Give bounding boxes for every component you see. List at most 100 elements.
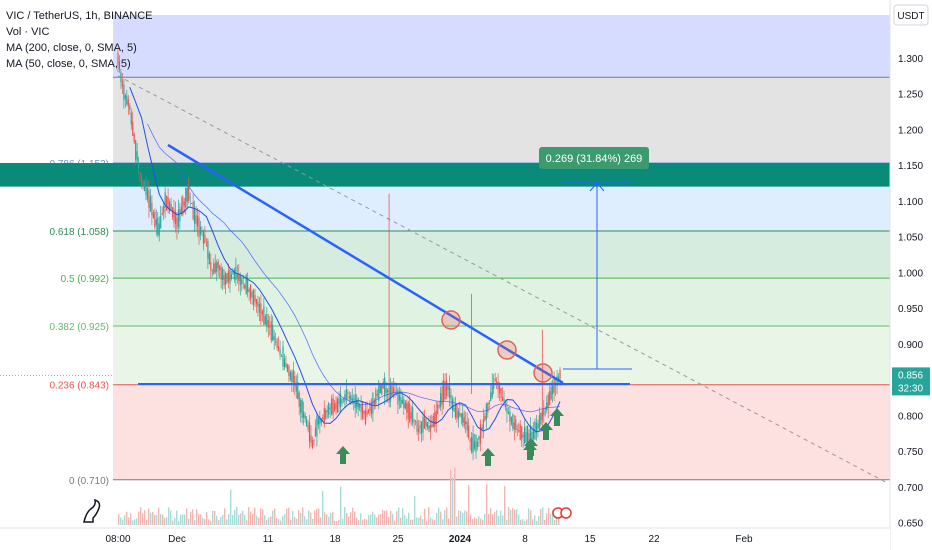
touch-circle[interactable] <box>497 340 517 360</box>
ma200-line[interactable] <box>147 123 561 413</box>
volume-bar <box>364 518 366 525</box>
candle-body <box>412 407 414 424</box>
volume-bar <box>210 520 212 525</box>
candle-body <box>329 407 331 410</box>
volume-bar <box>202 517 204 525</box>
candle-body <box>504 405 507 408</box>
candle-body <box>204 234 206 243</box>
touch-circle[interactable] <box>533 363 553 383</box>
volume-bar <box>268 517 270 525</box>
candle-body <box>524 427 526 444</box>
candle-body <box>440 393 442 408</box>
volume-bar <box>238 514 240 525</box>
candle-body <box>361 401 364 419</box>
volume-bar <box>264 515 266 525</box>
volume-bar <box>372 511 374 525</box>
candle-body <box>400 397 402 408</box>
price-tick-label: 1.300 <box>898 54 923 65</box>
volume-bar <box>256 515 258 525</box>
candle-body <box>503 398 505 402</box>
volume-bar <box>476 518 478 525</box>
current-price-tag[interactable] <box>892 367 930 396</box>
candle-body <box>471 437 473 453</box>
candle-body <box>526 425 529 445</box>
candle-body <box>250 284 252 299</box>
candle-body <box>491 383 493 398</box>
volume-bar <box>248 507 250 525</box>
candle-body <box>325 409 327 419</box>
candle-body <box>481 427 483 430</box>
volume-bar <box>340 486 342 525</box>
price-axis[interactable]: USDT 1.300 1.250 1.200 1.150 1.100 1.050 1.000 0… <box>889 0 932 550</box>
event-flag-icon[interactable] <box>560 507 572 519</box>
volume-bar <box>172 520 174 525</box>
volume-bar <box>510 509 512 525</box>
candle-body <box>151 202 153 216</box>
candle-body <box>553 378 555 393</box>
candle-body <box>285 362 287 368</box>
measure-label-box[interactable] <box>539 147 649 169</box>
measure-arrowhead <box>589 182 605 192</box>
candle-body <box>264 316 266 325</box>
volume-bar <box>548 508 550 525</box>
candle-body <box>136 151 138 162</box>
volume-bar <box>516 509 518 525</box>
candle-body <box>219 265 221 271</box>
candle-body <box>538 415 540 429</box>
touch-circle[interactable] <box>441 310 461 330</box>
descending-trendline[interactable] <box>167 143 564 385</box>
time-tick-label: 22 <box>648 534 660 545</box>
candle-body <box>428 425 430 429</box>
volume-indicator-label[interactable]: Vol · VIC <box>6 26 50 38</box>
candle-body <box>146 188 149 200</box>
volume-bar <box>398 507 400 525</box>
candle-body <box>196 215 199 227</box>
candle-body <box>117 53 119 66</box>
volume-bar <box>408 512 410 525</box>
volume-bar <box>530 510 532 525</box>
candle-body <box>223 274 225 285</box>
ma50-line[interactable] <box>129 87 561 433</box>
time-tick-label: Feb <box>735 534 753 545</box>
ma50-indicator-label[interactable]: MA (50, close, 0, SMA, 5) <box>6 58 131 70</box>
currency-button[interactable] <box>893 4 929 26</box>
candle-body <box>507 411 510 414</box>
volume-bar <box>346 513 348 525</box>
volume-bar <box>290 519 292 525</box>
candles-layer <box>117 49 561 460</box>
volume-bar <box>280 520 282 525</box>
fib-zone <box>113 230 890 279</box>
ma200-indicator-label[interactable]: MA (200, close, 0, SMA, 5) <box>6 42 137 54</box>
volume-bar <box>148 508 150 525</box>
candle-body <box>168 201 171 212</box>
volume-bar <box>224 508 226 525</box>
candle-body <box>339 393 342 408</box>
time-axis[interactable]: 08:00 Dec 11 18 25 2024 8 15 22 Feb <box>0 527 890 550</box>
volume-bar <box>366 519 368 525</box>
symbol-title[interactable]: VIC / TetherUS, 1h, BINANCE <box>6 10 153 22</box>
candle-body <box>519 424 521 440</box>
candle-body <box>280 356 283 357</box>
volume-bar <box>412 519 414 525</box>
candle-body <box>227 271 230 283</box>
candle-body <box>303 411 305 418</box>
candle-body <box>248 289 250 293</box>
volume-bar <box>392 514 394 525</box>
volume-bar <box>336 520 338 525</box>
volume-bar <box>204 519 206 525</box>
candle-body <box>244 284 246 289</box>
candle-body <box>311 440 314 449</box>
candle-body <box>166 195 168 210</box>
volume-bar <box>430 517 432 525</box>
candle-body <box>155 219 157 226</box>
candle-body <box>192 202 194 220</box>
candle-body <box>267 319 269 328</box>
candle-body <box>191 203 193 204</box>
candle-body <box>255 298 258 305</box>
dashed-trendline[interactable] <box>117 75 889 484</box>
fib-zone <box>113 326 890 385</box>
volume-bar <box>418 517 420 525</box>
candle-body <box>475 435 477 453</box>
